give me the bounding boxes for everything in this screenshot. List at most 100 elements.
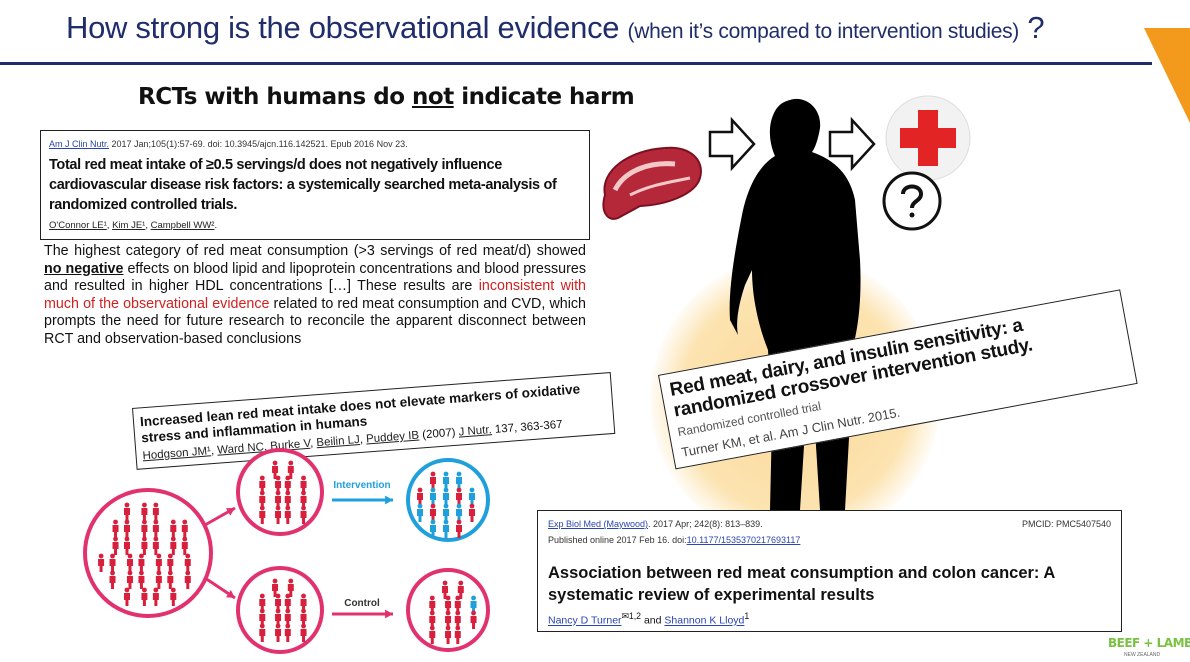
person-icon: [123, 519, 130, 538]
person-icon: [445, 610, 452, 629]
person-icon: [141, 502, 148, 521]
person-icon: [456, 487, 462, 506]
author-link[interactable]: Nancy D Turner: [548, 614, 622, 627]
intervention-label: Intervention: [333, 480, 390, 491]
author-affil: 1: [744, 611, 750, 621]
person-icon: [417, 503, 423, 522]
person-icon: [470, 595, 477, 614]
heading-pre: RCTs with humans do: [138, 84, 413, 110]
person-icon: [152, 519, 159, 538]
title-main: How strong is the observational evidence: [66, 10, 620, 45]
citation-meta: . 2017 Apr; 242(8): 813–839.: [648, 519, 763, 529]
person-icon: [457, 580, 464, 599]
person-icon: [275, 608, 282, 627]
author-link[interactable]: Kim JE¹: [112, 220, 146, 231]
person-icon: [259, 490, 266, 509]
person-icon: [167, 570, 174, 589]
published-date: Published online 2017 Feb 16. doi:: [548, 535, 687, 545]
person-icon: [287, 460, 294, 479]
person-icon: [469, 503, 475, 522]
person-icon: [443, 471, 449, 490]
person-icon: [454, 610, 461, 629]
person-icon: [141, 587, 148, 606]
paper-title: Total red meat intake of ≥0.5 servings/d…: [49, 157, 557, 213]
person-icon: [152, 502, 159, 521]
control-arrow-head: [385, 609, 393, 619]
author-affil: ✉1,2: [621, 611, 642, 621]
arrow-right-icon: [708, 116, 756, 172]
intervention-arrow-head: [385, 495, 393, 505]
arrow-to-control-head: [226, 590, 235, 598]
doi-link[interactable]: 10.1177/1535370217693117: [686, 535, 801, 545]
citation-card-colon-cancer: Exp Biol Med (Maywood). 2017 Apr; 242(8)…: [537, 510, 1122, 632]
and: and: [641, 614, 665, 627]
person-icon: [123, 502, 130, 521]
person-icon: [454, 595, 461, 614]
person-icon: [259, 505, 266, 524]
person-icon: [300, 490, 307, 509]
author-link[interactable]: Shannon K Lloyd: [664, 614, 745, 627]
person-icon: [272, 460, 279, 479]
person-icon: [442, 580, 449, 599]
para-text: The highest category of red meat consump…: [44, 243, 586, 259]
author-link[interactable]: Campbell WW²: [150, 220, 215, 231]
person-icon: [181, 519, 188, 538]
author-link[interactable]: O'Connor LE¹: [49, 220, 107, 231]
journal-link[interactable]: Am J Clin Nutr.: [49, 139, 110, 149]
rct-diagram: Intervention Control: [83, 448, 490, 654]
beef-lamb-logo: BEEF + LAMB: [1108, 636, 1190, 650]
person-icon: [155, 570, 162, 589]
person-icon: [470, 610, 477, 629]
person-icon: [170, 587, 177, 606]
person-icon: [184, 553, 191, 572]
person-icon: [417, 487, 423, 506]
person-icon: [170, 536, 177, 555]
arrow-right-icon: [828, 116, 876, 172]
section-heading: RCTs with humans do not indicate harm: [138, 84, 635, 110]
person-icon: [126, 553, 133, 572]
pmcid: PMCID: PMC5407540: [1021, 519, 1111, 529]
para-bold: no negative: [44, 260, 124, 277]
quote-paragraph: The highest category of red meat consump…: [44, 243, 586, 349]
person-icon: [445, 625, 452, 644]
person-icon: [152, 536, 159, 555]
steak-icon: [602, 146, 702, 220]
person-icon: [275, 623, 282, 642]
logo-subtext: NEW ZEALAND: [1124, 652, 1161, 658]
person-icon: [138, 570, 145, 589]
person-icon: [284, 490, 291, 509]
person-icon: [429, 625, 436, 644]
person-icon: [98, 553, 105, 572]
person-icon: [443, 487, 449, 506]
person-icon: [170, 519, 177, 538]
person-icon: [109, 553, 116, 572]
person-icon: [430, 519, 436, 538]
citation-meta: 2017 Jan;105(1):57-69. doi: 10.3945/ajcn…: [109, 139, 408, 149]
person-icon: [284, 475, 291, 494]
person-icon: [284, 623, 291, 642]
person-icon: [430, 471, 436, 490]
person-icon: [141, 536, 148, 555]
person-icon: [259, 608, 266, 627]
person-icon: [445, 595, 452, 614]
person-icon: [181, 536, 188, 555]
heading-post: indicate harm: [453, 84, 635, 110]
person-icon: [112, 536, 119, 555]
person-icon: [275, 593, 282, 612]
question-icon: [882, 171, 942, 231]
person-icon: [141, 519, 148, 538]
person-icon: [259, 623, 266, 642]
person-icon: [300, 475, 307, 494]
person-icon: [300, 608, 307, 627]
medical-cross-icon: [885, 95, 971, 181]
journal-link[interactable]: Exp Biol Med (Maywood): [548, 519, 649, 529]
title-sub: (when it’s compared to intervention stud…: [627, 20, 1020, 43]
para-highlight: inconsistent with much of the observatio…: [44, 278, 586, 312]
person-icon: [275, 505, 282, 524]
control-label: Control: [344, 598, 380, 609]
citation-card-meta-analysis: Am J Clin Nutr. 2017 Jan;105(1):57-69. d…: [40, 130, 590, 240]
person-icon: [112, 519, 119, 538]
orange-corner-triangle: [1144, 28, 1190, 123]
person-icon: [123, 536, 130, 555]
